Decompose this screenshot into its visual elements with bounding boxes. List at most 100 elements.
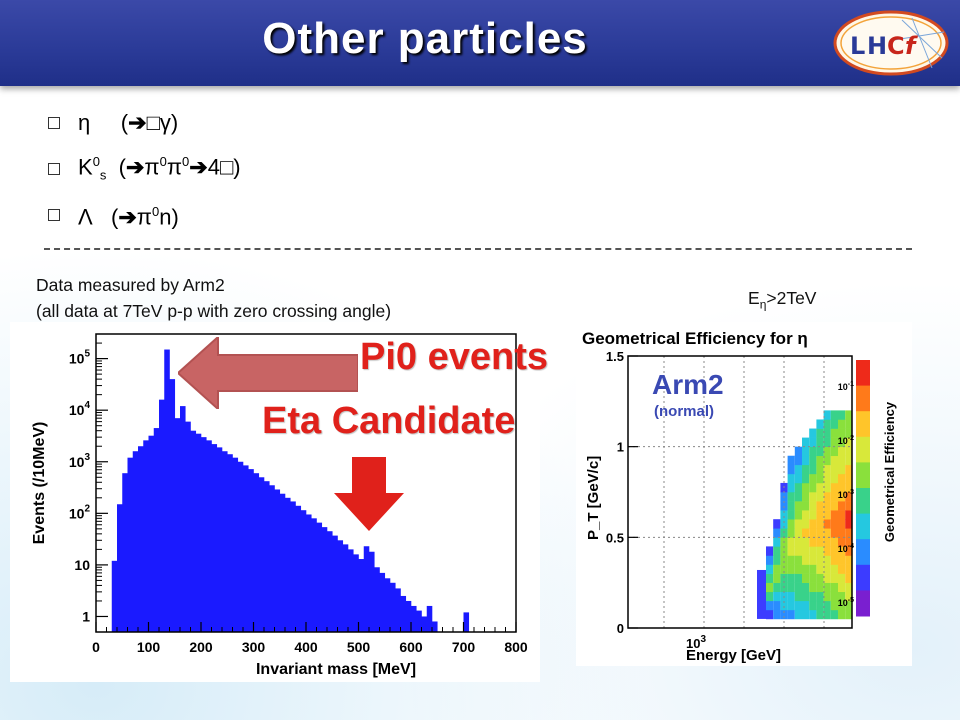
heatmap-cell (809, 492, 817, 502)
heatmap-cell (802, 482, 810, 493)
heatmap-cell (830, 537, 838, 547)
heatmap-cell (816, 546, 824, 556)
heatmap-cell (794, 510, 802, 520)
svg-text:L: L (850, 32, 865, 60)
heatmap-cell (823, 600, 831, 611)
histogram-bar (353, 554, 359, 632)
histogram-bar (369, 551, 375, 632)
heatmap-cell (816, 591, 824, 602)
heatmap-cell (766, 600, 774, 611)
heatmap-cell (845, 591, 853, 602)
heatmap-cell (794, 555, 802, 565)
heatmap-cell (830, 573, 838, 583)
dashed-divider (44, 248, 912, 250)
heatmap-cell (802, 501, 810, 511)
x-tick-label: 500 (347, 639, 371, 655)
y-tick-label: 1 (617, 440, 624, 455)
heatmap-cell (766, 573, 774, 583)
heatmap-cell (802, 591, 810, 602)
heatmap-cell (802, 582, 810, 593)
heatmap-cell (780, 519, 788, 529)
pi0-arrow-icon (178, 337, 358, 409)
heatmap-cell (766, 591, 774, 602)
list-item: Λ (➔π0n) (40, 192, 241, 238)
colorbar-segment (856, 513, 870, 540)
list-item: K0s (➔π0π0➔4□) (40, 146, 241, 192)
heatmap-cell (809, 573, 817, 583)
heatmap-cell (830, 510, 838, 520)
bullet-square-icon (48, 209, 60, 221)
heatmap-cell (845, 510, 853, 520)
heatmap-cell (802, 528, 810, 538)
heatmap-cell (823, 546, 831, 556)
heatmap-cell (838, 555, 846, 565)
heatmap-cell (838, 573, 846, 583)
energy-prefix: E (748, 288, 760, 308)
heatmap-cell (816, 600, 824, 611)
histogram-bar (237, 461, 244, 632)
histogram-bar (169, 379, 176, 632)
heatmap-cell (845, 519, 853, 529)
energy-sub: η (759, 297, 767, 312)
heatmap-cell (830, 555, 838, 565)
heatmap-cell (816, 473, 824, 484)
heatmap-cell (802, 555, 810, 565)
colorbar-segment (856, 411, 870, 438)
histogram-bar (400, 595, 407, 632)
heatmap-cell (794, 537, 802, 547)
heatmap-cell (787, 537, 795, 547)
histogram-bar (206, 440, 212, 632)
heatmap-cell (802, 446, 810, 457)
histogram-bar (122, 473, 128, 632)
x-tick-label: 0 (92, 639, 100, 655)
histogram-bar (463, 612, 470, 632)
y-tick-label: 0.5 (606, 530, 624, 545)
x-axis-label: Invariant mass [MeV] (256, 661, 416, 678)
heatmap-cell (845, 546, 853, 556)
bullet-square-icon (48, 163, 60, 175)
energy-suffix: >2TeV (766, 288, 817, 308)
y-tick-label: 105 (69, 349, 91, 367)
heatmap-cell (809, 464, 817, 475)
heatmap-title: Geometrical Efficiency for η (582, 329, 808, 348)
heatmap-cell (766, 555, 774, 565)
heatmap-cell (773, 600, 781, 611)
heatmap-cell (838, 510, 846, 520)
heatmap-cell (838, 546, 846, 556)
heatmap-cell (830, 501, 838, 511)
heatmap-cell (773, 609, 781, 620)
heatmap-cell (823, 591, 831, 602)
heatmap-cell (787, 455, 795, 466)
heatmap-cell (809, 528, 817, 538)
svg-text:C: C (887, 32, 905, 60)
svg-text:f: f (905, 32, 918, 60)
heatmap-cell (830, 473, 838, 484)
heatmap-cell (823, 537, 831, 547)
heatmap-cell (780, 573, 788, 583)
heatmap-cell (794, 528, 802, 538)
y-tick-label: 103 (69, 452, 91, 470)
colorbar-segment (856, 539, 870, 566)
normal-label: (normal) (654, 403, 714, 420)
heatmap-cell (845, 609, 853, 620)
heatmap-cell (816, 419, 824, 429)
heatmap-cell (830, 528, 838, 538)
heatmap-cell (845, 419, 853, 429)
histogram-bar (232, 457, 239, 632)
heatmap-cell (787, 546, 795, 556)
heatmap-cell (787, 591, 795, 602)
heatmap-cell (830, 609, 838, 620)
heatmap-cell (809, 564, 817, 574)
heatmap-cell (794, 546, 802, 556)
heatmap-cell (830, 455, 838, 466)
heatmap-cell (845, 555, 853, 565)
histogram-bar (290, 501, 296, 632)
heatmap-cell (823, 446, 831, 457)
heatmap-cell (809, 519, 817, 529)
heatmap-cell (823, 555, 831, 565)
eta-arrow-icon (334, 457, 404, 531)
heatmap-cell (809, 555, 817, 565)
histogram-bar (264, 481, 270, 632)
histogram-bar (426, 605, 433, 632)
heatmap-cell (823, 510, 831, 520)
